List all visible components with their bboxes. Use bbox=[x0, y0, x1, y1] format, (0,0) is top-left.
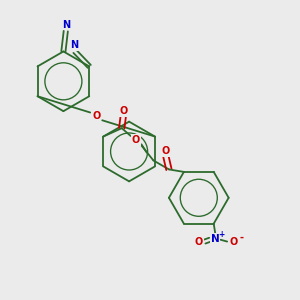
Text: O: O bbox=[132, 135, 140, 145]
Text: O: O bbox=[161, 146, 170, 156]
Text: N: N bbox=[211, 234, 220, 244]
Text: O: O bbox=[195, 237, 203, 247]
Text: O: O bbox=[92, 111, 100, 122]
Text: O: O bbox=[119, 106, 128, 116]
Text: N: N bbox=[62, 20, 70, 30]
Text: O: O bbox=[229, 237, 237, 247]
Text: -: - bbox=[239, 233, 244, 243]
Text: N: N bbox=[70, 40, 78, 50]
Text: +: + bbox=[219, 230, 225, 239]
